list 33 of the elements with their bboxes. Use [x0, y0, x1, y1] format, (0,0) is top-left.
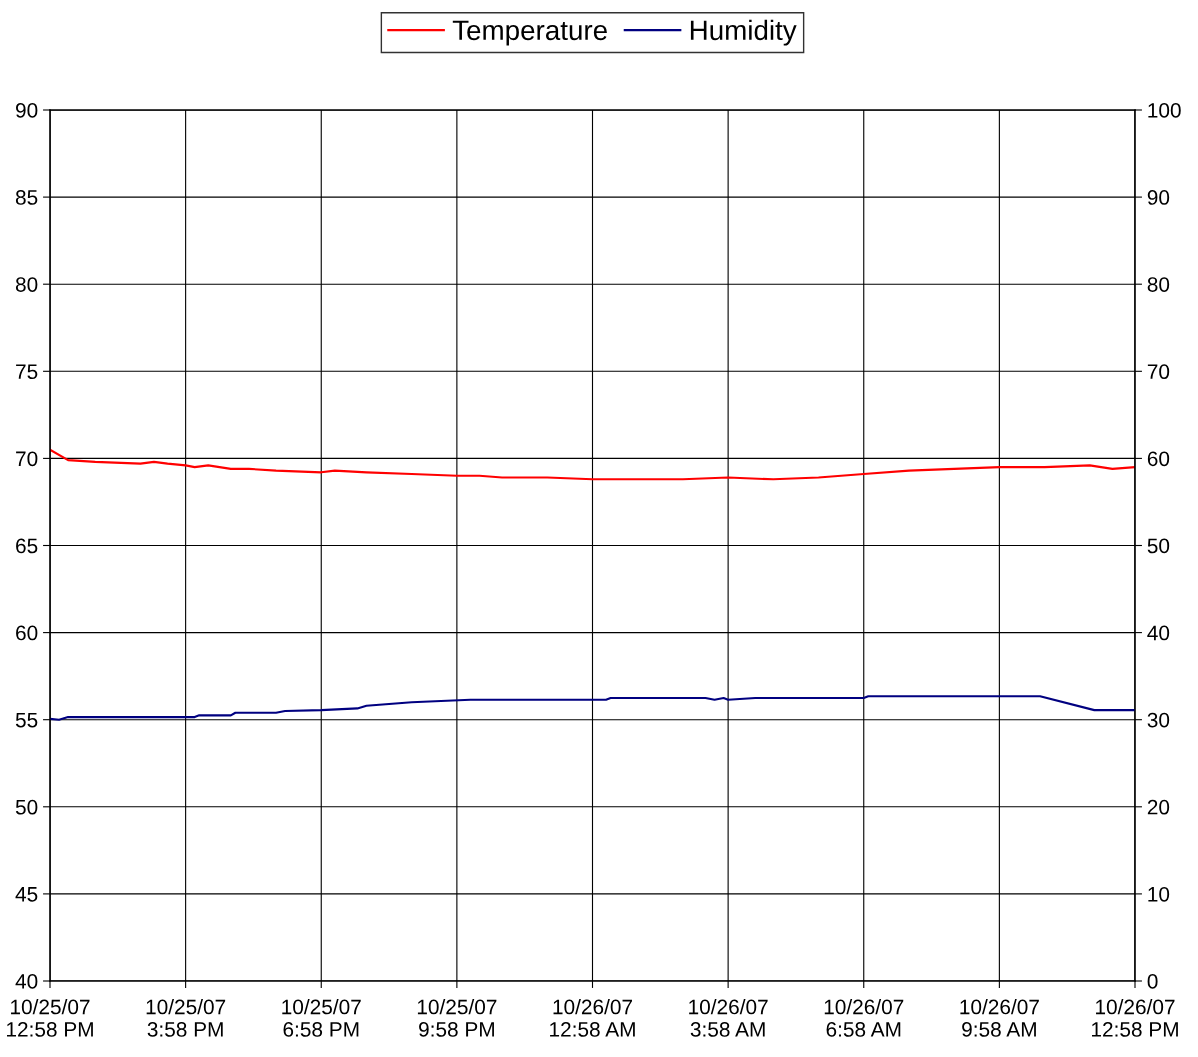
x-tick-label: 10/25/07 12:58 PM: [7, 999, 93, 1037]
legend-label: Humidity: [690, 19, 797, 46]
y-tick-label: 75: [16, 364, 38, 380]
y-tick-label: 65: [16, 538, 38, 554]
y2-tick-label: 100: [1148, 103, 1181, 118]
y-tick-label: 70: [16, 451, 38, 467]
x-tick-label: 10/26/07 12:58 PM: [1092, 999, 1178, 1037]
y-tick-label: 50: [15, 799, 38, 815]
y-tick-label: 45: [15, 887, 38, 902]
x-tick-label: 10/25/07 3:58 PM: [146, 999, 226, 1037]
y2-tick-label: 40: [1147, 625, 1170, 641]
x-tick-label: 10/26/07 9:58 AM: [960, 999, 1039, 1037]
y2-tick-label: 0: [1147, 974, 1158, 989]
y2-tick-label: 50: [1147, 538, 1170, 554]
y-tick-label: 85: [15, 190, 38, 205]
y2-tick-label: 90: [1147, 190, 1170, 205]
y-tick-label: 90: [16, 103, 38, 118]
x-tick-label: 10/26/07 3:58 AM: [689, 999, 768, 1037]
y2-tick-label: 20: [1147, 799, 1170, 815]
y2-tick-label: 60: [1147, 451, 1170, 467]
y-tick-label: 60: [16, 625, 38, 641]
y-tick-label: 55: [15, 712, 38, 728]
legend-label: Temperature: [452, 20, 607, 46]
y2-tick-label: 30: [1147, 712, 1170, 728]
x-tick-label: 10/25/07 6:58 PM: [282, 999, 361, 1037]
x-tick-label: 10/26/07 12:58 AM: [550, 999, 635, 1037]
y2-tick-label: 80: [1147, 277, 1170, 292]
y2-tick-label: 10: [1148, 886, 1170, 902]
y-tick-label: 40: [15, 974, 38, 989]
y2-tick-label: 70: [1147, 364, 1170, 380]
y-tick-label: 80: [15, 277, 38, 292]
x-tick-label: 10/26/07 6:58 AM: [824, 999, 904, 1037]
x-tick-label: 10/25/07 9:58 PM: [417, 999, 497, 1037]
